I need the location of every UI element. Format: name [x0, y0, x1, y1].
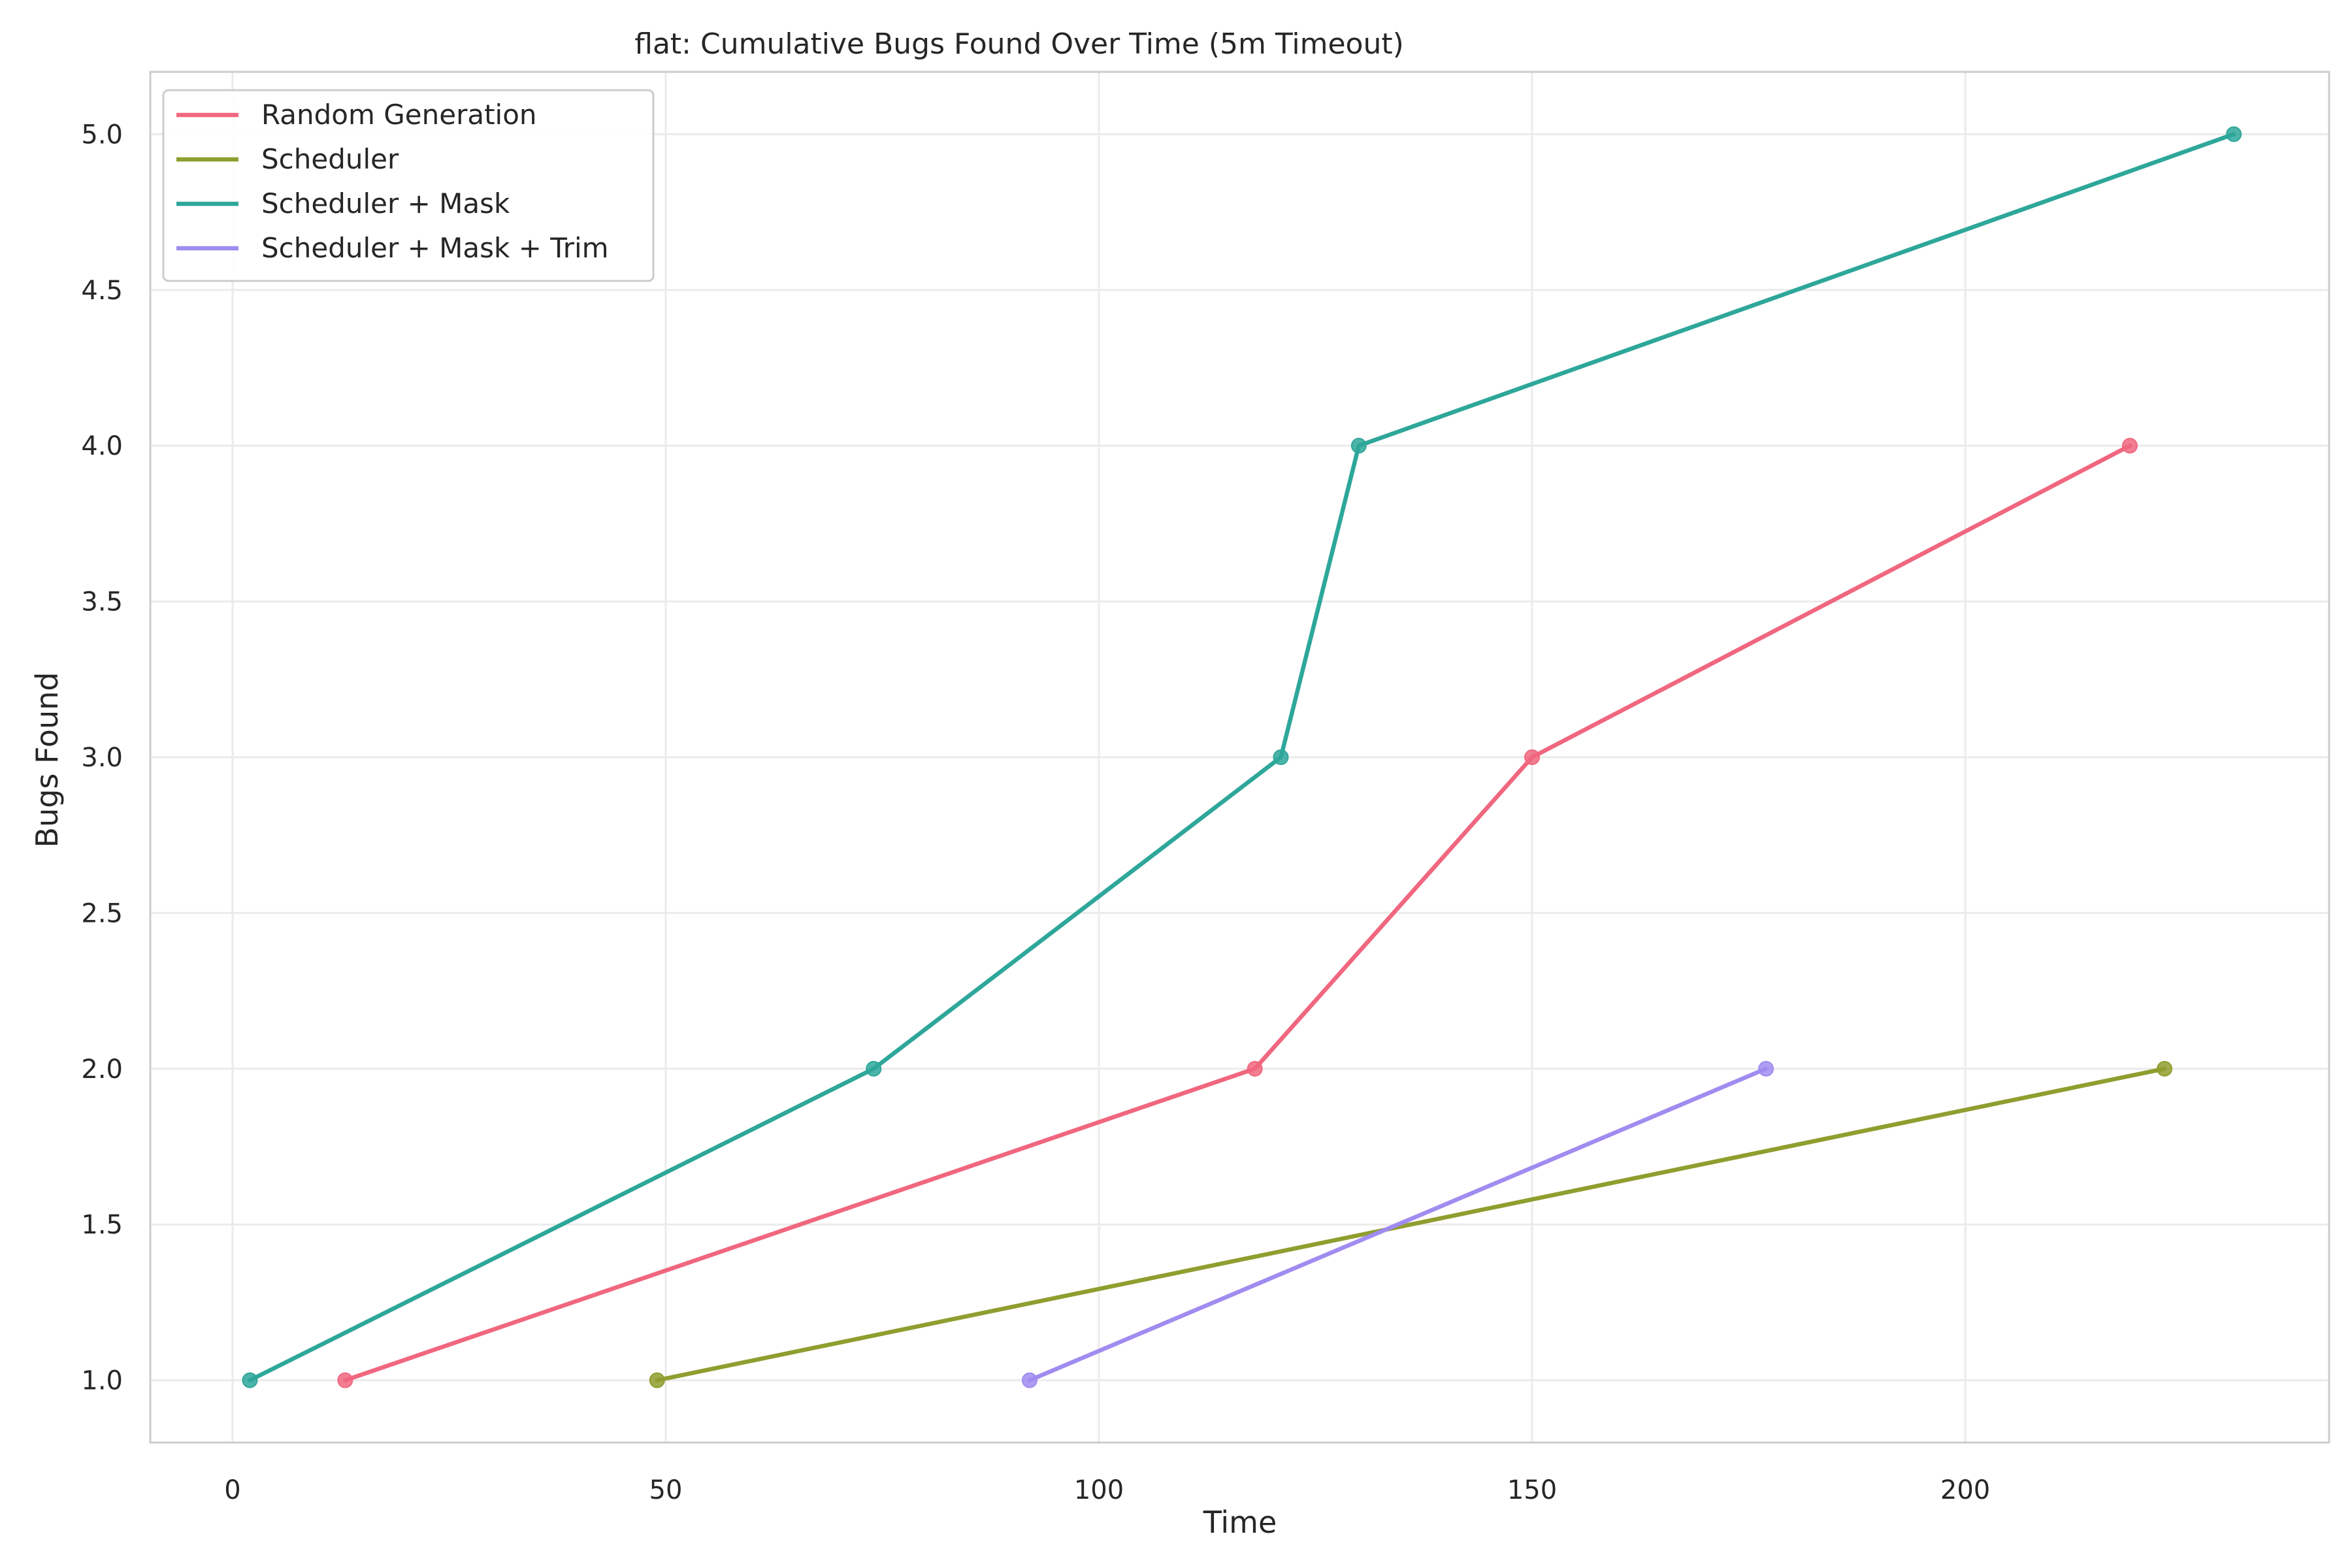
series-3 — [1021, 1060, 1774, 1388]
grid-lines — [150, 72, 2329, 1443]
legend-label: Scheduler — [261, 143, 399, 175]
legend-label: Random Generation — [261, 99, 537, 131]
data-point — [2226, 126, 2242, 142]
data-point — [242, 1372, 258, 1388]
legend-label: Scheduler + Mask + Trim — [261, 232, 609, 264]
data-point — [2122, 438, 2138, 454]
x-tick-label: 100 — [1074, 1475, 1124, 1505]
series-line — [1027, 1066, 1769, 1382]
y-tick-label: 5.0 — [81, 120, 123, 150]
y-tick-label: 4.0 — [81, 431, 123, 461]
data-point — [1247, 1060, 1263, 1077]
series-1 — [649, 1060, 2173, 1388]
x-tick-label: 200 — [1940, 1475, 1990, 1505]
y-tick-label: 2.5 — [81, 898, 123, 928]
y-axis-label: Bugs Found — [29, 672, 65, 848]
y-tick-label: 1.0 — [81, 1366, 123, 1396]
series-2 — [242, 126, 2242, 1388]
legend-box — [162, 89, 655, 282]
x-axis-label: Time — [1203, 1505, 1277, 1540]
series-0 — [337, 438, 2138, 1388]
data-point — [1273, 749, 1289, 765]
x-tick-label: 50 — [649, 1475, 683, 1505]
data-point — [649, 1372, 665, 1388]
y-axis-ticks: 1.0 1.5 2.0 2.5 3.0 3.5 4.0 4.5 5.0 — [81, 120, 123, 1396]
legend-label: Scheduler + Mask — [261, 188, 510, 220]
data-point — [866, 1060, 882, 1077]
series-line — [343, 443, 2132, 1382]
x-tick-label: 0 — [224, 1475, 240, 1505]
legend: Random Generation Scheduler Scheduler + Ma… — [162, 89, 655, 282]
data-point — [337, 1372, 353, 1388]
series-group — [242, 126, 2242, 1388]
data-point — [1524, 749, 1541, 765]
x-tick-label: 150 — [1507, 1475, 1557, 1505]
y-tick-label: 2.0 — [81, 1054, 123, 1085]
series-line — [655, 1066, 2167, 1382]
y-tick-label: 3.0 — [81, 743, 123, 773]
data-point — [1758, 1060, 1774, 1077]
data-point — [1350, 438, 1367, 454]
y-tick-label: 1.5 — [81, 1210, 123, 1240]
y-tick-label: 3.5 — [81, 587, 123, 617]
x-axis-ticks: 0 50 100 150 200 — [224, 1475, 1990, 1505]
data-point — [1021, 1372, 1037, 1388]
y-tick-label: 4.5 — [81, 276, 123, 306]
data-point — [2157, 1060, 2173, 1077]
plot-frame — [149, 71, 2330, 1444]
chart-title: flat: Cumulative Bugs Found Over Time (5… — [634, 27, 1404, 61]
